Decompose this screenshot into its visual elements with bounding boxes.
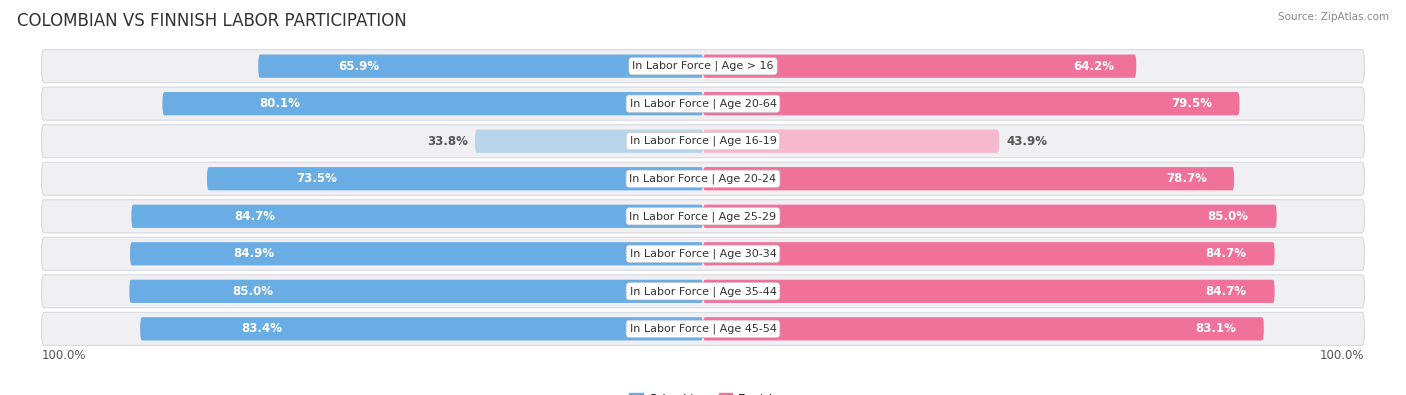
FancyBboxPatch shape	[42, 312, 1364, 345]
FancyBboxPatch shape	[42, 162, 1364, 195]
FancyBboxPatch shape	[703, 280, 1275, 303]
Text: 85.0%: 85.0%	[1206, 210, 1249, 223]
Legend: Colombian, Finnish: Colombian, Finnish	[624, 389, 782, 395]
FancyBboxPatch shape	[259, 55, 703, 78]
Text: 65.9%: 65.9%	[339, 60, 380, 73]
Text: 84.9%: 84.9%	[233, 247, 274, 260]
FancyBboxPatch shape	[42, 200, 1364, 233]
Text: In Labor Force | Age 20-24: In Labor Force | Age 20-24	[630, 173, 776, 184]
Text: 43.9%: 43.9%	[1007, 135, 1047, 148]
Text: 100.0%: 100.0%	[42, 350, 86, 363]
Text: In Labor Force | Age > 16: In Labor Force | Age > 16	[633, 61, 773, 71]
Text: 78.7%: 78.7%	[1167, 172, 1208, 185]
Text: In Labor Force | Age 30-34: In Labor Force | Age 30-34	[630, 248, 776, 259]
Text: 80.1%: 80.1%	[260, 97, 301, 110]
Text: Source: ZipAtlas.com: Source: ZipAtlas.com	[1278, 12, 1389, 22]
FancyBboxPatch shape	[141, 317, 703, 340]
Text: In Labor Force | Age 16-19: In Labor Force | Age 16-19	[630, 136, 776, 147]
Text: 64.2%: 64.2%	[1074, 60, 1115, 73]
Text: COLOMBIAN VS FINNISH LABOR PARTICIPATION: COLOMBIAN VS FINNISH LABOR PARTICIPATION	[17, 12, 406, 30]
FancyBboxPatch shape	[703, 92, 1240, 115]
FancyBboxPatch shape	[703, 130, 1000, 153]
Text: 100.0%: 100.0%	[1320, 350, 1364, 363]
FancyBboxPatch shape	[129, 242, 703, 265]
FancyBboxPatch shape	[42, 50, 1364, 83]
FancyBboxPatch shape	[207, 167, 703, 190]
FancyBboxPatch shape	[42, 275, 1364, 308]
FancyBboxPatch shape	[703, 317, 1264, 340]
Text: 84.7%: 84.7%	[1205, 285, 1246, 298]
Text: 84.7%: 84.7%	[235, 210, 276, 223]
FancyBboxPatch shape	[703, 205, 1277, 228]
Text: 85.0%: 85.0%	[232, 285, 274, 298]
Text: 79.5%: 79.5%	[1171, 97, 1213, 110]
Text: 83.4%: 83.4%	[242, 322, 283, 335]
FancyBboxPatch shape	[475, 130, 703, 153]
Text: 33.8%: 33.8%	[427, 135, 468, 148]
FancyBboxPatch shape	[703, 167, 1234, 190]
FancyBboxPatch shape	[703, 242, 1275, 265]
Text: In Labor Force | Age 20-64: In Labor Force | Age 20-64	[630, 98, 776, 109]
FancyBboxPatch shape	[703, 55, 1136, 78]
FancyBboxPatch shape	[42, 125, 1364, 158]
Text: 83.1%: 83.1%	[1195, 322, 1236, 335]
FancyBboxPatch shape	[42, 87, 1364, 120]
FancyBboxPatch shape	[42, 237, 1364, 270]
FancyBboxPatch shape	[131, 205, 703, 228]
FancyBboxPatch shape	[163, 92, 703, 115]
Text: 73.5%: 73.5%	[297, 172, 337, 185]
FancyBboxPatch shape	[129, 280, 703, 303]
Text: In Labor Force | Age 25-29: In Labor Force | Age 25-29	[630, 211, 776, 222]
Text: In Labor Force | Age 35-44: In Labor Force | Age 35-44	[630, 286, 776, 297]
Text: 84.7%: 84.7%	[1205, 247, 1246, 260]
Text: In Labor Force | Age 45-54: In Labor Force | Age 45-54	[630, 324, 776, 334]
